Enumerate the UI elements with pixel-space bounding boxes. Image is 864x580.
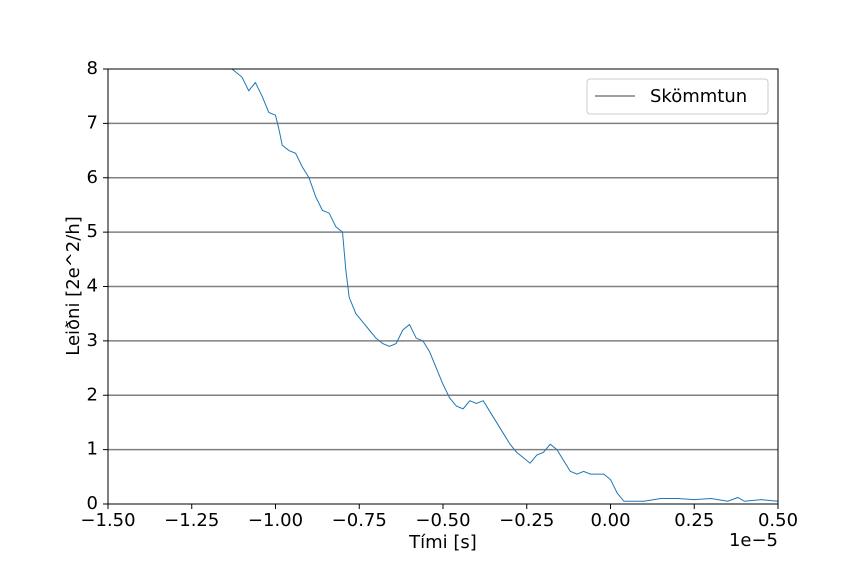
x-tick-label: 0.25 [674,510,714,531]
x-tick-label: −0.25 [499,510,554,531]
legend-box [586,78,769,115]
x-tick-label: −0.50 [415,510,470,531]
y-tick-label: 1 [87,439,98,460]
y-tick-label: 2 [87,384,98,405]
y-tick-label: 3 [87,330,98,351]
x-tick-label: −1.50 [80,510,135,531]
data-line [231,69,778,502]
x-axis-label: Tími [s] [408,532,477,553]
x-tick-label: 0.00 [590,510,630,531]
y-tick-label: 7 [87,112,98,133]
y-tick-label: 8 [87,58,98,79]
x-tick-label: −1.00 [248,510,303,531]
y-axis-label: Leiðni [2e^2/h] [63,216,84,356]
x-tick-label: 0.50 [758,510,798,531]
y-tick-label: 0 [87,493,98,514]
x-tick-label: −1.25 [164,510,219,531]
y-tick-label: 5 [87,221,98,242]
x-tick-label: −0.75 [332,510,387,531]
plot-area [108,69,778,502]
y-tick-label: 6 [87,167,98,188]
x-offset-label: 1e−5 [729,530,778,551]
legend-label: Skömmtun [650,86,747,107]
y-tick-label: 4 [87,276,98,297]
